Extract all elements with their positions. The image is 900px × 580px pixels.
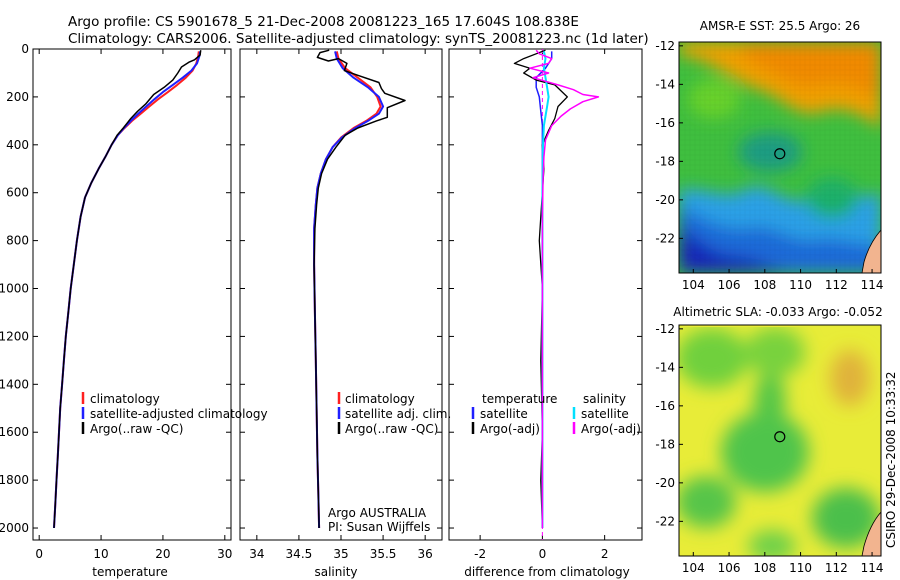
map-x-tick-label: 106 [718,561,741,575]
coastline-patch [861,511,881,556]
map-x-tick-label: 108 [753,561,776,575]
y-tick-label: 200 [6,90,29,104]
legend-label-satellite: satellite-adjusted climatology [90,407,268,421]
map-x-tick-label: 104 [682,278,705,292]
y-tick-label: 600 [6,186,29,200]
sla-map-image [679,325,881,556]
y-tick-label: 1000 [0,282,29,296]
legend-label-argo: Argo(..raw -QC) [345,422,438,436]
difference-xlabel: difference from climatology [464,565,630,579]
salinity-xlabel: salinity [314,565,357,579]
x-tick-label: 35 [333,547,348,561]
y-tick-label: 1800 [0,473,29,487]
sst-map-frame [678,41,882,274]
map-y-tick-label: -16 [655,116,675,130]
x-tick-label: 0 [539,547,547,561]
legend-header-salinity: salinity [583,392,626,406]
csiro-credit: CSIRO 29-Dec-2008 10:33:32 [884,371,898,548]
x-tick-label: 0 [35,547,43,561]
legend-header-temperature: temperature [482,392,557,406]
map-x-tick-label: 112 [825,561,848,575]
map-y-tick-label: -12 [655,322,675,336]
x-tick-label: 2 [601,547,609,561]
series-line-argo-raw-qc [53,50,202,529]
argo-program-label: Argo AUSTRALIA [328,506,427,520]
x-tick-label: 34 [249,547,264,561]
x-tick-label: 36 [418,547,433,561]
series-line-argo-raw-qc [313,49,406,529]
series-line-salinity-argo-adj [529,49,600,528]
series-line-salinity-satellite [541,51,550,528]
map-y-tick-label: -20 [655,193,675,207]
sla-map-title: Altimetric SLA: -0.033 Argo: -0.052 [673,305,882,319]
map-x-tick-label: 114 [861,278,884,292]
y-tick-label: 400 [6,138,29,152]
difference-plot-frame [448,48,643,541]
map-x-tick-label: 114 [861,561,884,575]
temperature-xlabel: temperature [92,565,167,579]
map-y-tick-label: -18 [655,154,675,168]
x-tick-label: 35.5 [370,547,397,561]
map-x-tick-label: 108 [753,278,776,292]
salinity-plot-frame [239,48,443,541]
x-tick-label: 30 [217,547,232,561]
map-x-tick-label: 112 [825,278,848,292]
legend-label-climatology: climatology [345,392,415,406]
map-y-tick-label: -20 [655,476,675,490]
legend-label-satellite: satellite adj. clim. [345,407,451,421]
map-x-tick-label: 106 [718,278,741,292]
argo-position-marker [774,431,786,443]
y-tick-label: 1600 [0,425,29,439]
map-y-tick-label: -12 [655,39,675,53]
y-tick-label: 1200 [0,329,29,343]
x-tick-label: 20 [155,547,170,561]
sla-map-frame [678,324,882,557]
difference-legend: temperature salinity satellite Argo(-adj… [471,392,641,436]
y-tick-label: 1400 [0,377,29,391]
y-tick-label: 0 [21,42,29,56]
sst-map-image [679,42,881,273]
x-tick-label: 10 [93,547,108,561]
y-tick-label: 800 [6,234,29,248]
legend-label-sal-satellite: satellite [581,407,629,421]
map-y-tick-label: -18 [655,437,675,451]
coastline-patch [861,229,881,273]
y-tick-label: 2000 [0,521,29,535]
sst-map-title: AMSR-E SST: 25.5 Argo: 26 [700,19,860,33]
map-y-tick-label: -14 [655,77,675,91]
x-tick-label: -2 [474,547,486,561]
map-y-tick-label: -22 [655,514,675,528]
temperature-plot-frame [32,48,232,541]
legend-label-argo: Argo(..raw -QC) [90,422,183,436]
pi-label: PI: Susan Wijffels [328,520,430,534]
figure-title-line2: Climatology: CARS2006. Satellite-adjuste… [68,31,649,47]
map-y-tick-label: -16 [655,399,675,413]
legend-label-temp-satellite: satellite [480,407,528,421]
x-tick-label: 34.5 [286,547,313,561]
temperature-legend: climatology satellite-adjusted climatolo… [81,392,268,436]
legend-label-sal-argo: Argo(-adj) [581,422,641,436]
map-y-tick-label: -22 [655,231,675,245]
legend-label-temp-argo: Argo(-adj) [480,422,540,436]
map-x-tick-label: 110 [789,561,812,575]
map-x-tick-label: 110 [789,278,812,292]
map-y-tick-label: -14 [655,360,675,374]
argo-position-marker [774,148,786,160]
series-line-temperature-argo-adj [513,49,568,529]
figure-title-line1: Argo profile: CS 5901678_5 21-Dec-2008 2… [68,14,579,30]
salinity-legend: climatology satellite adj. clim. Argo(..… [328,392,451,534]
legend-label-climatology: climatology [90,392,160,406]
map-x-tick-label: 104 [682,561,705,575]
